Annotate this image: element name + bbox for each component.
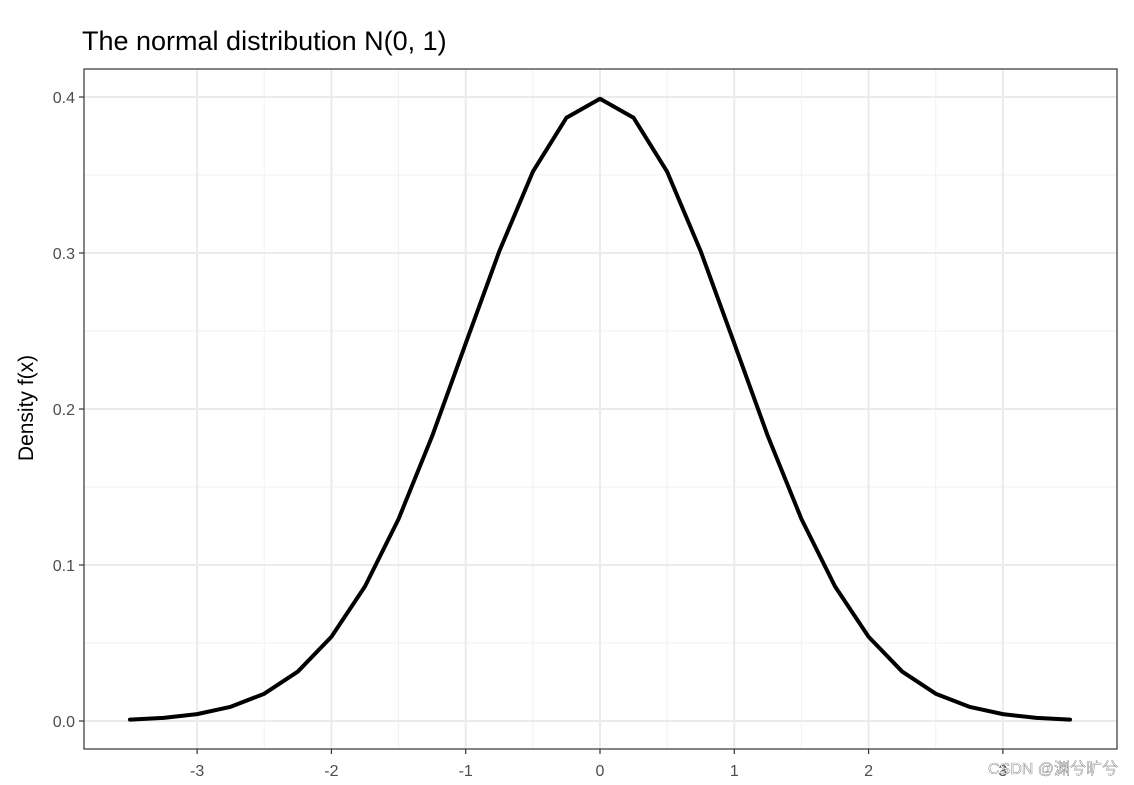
x-tick-label: -3	[190, 763, 204, 780]
y-tick-label: 0.2	[53, 402, 75, 419]
x-tick-label: -2	[324, 763, 338, 780]
y-axis: 0.0 0.1 0.2 0.3 0.4	[53, 90, 84, 731]
chart-title: The normal distribution N(0, 1)	[82, 26, 447, 56]
density-curve	[128, 96, 1072, 722]
x-tick-label: 3	[998, 763, 1007, 780]
y-tick-label: 0.3	[53, 246, 75, 263]
major-grid	[84, 69, 1117, 749]
x-tick-label: 2	[864, 763, 873, 780]
y-tick-label: 0.1	[53, 558, 75, 575]
y-tick-label: 0.4	[53, 90, 75, 107]
y-tick-label: 0.0	[53, 714, 75, 731]
y-axis-title: Density f(x)	[15, 355, 38, 461]
watermark: CSDN @渊兮旷兮	[988, 760, 1118, 778]
x-axis: -3 -2 -1 0 1 2 3	[190, 749, 1007, 780]
x-tick-label: 0	[596, 763, 605, 780]
x-tick-label: -1	[459, 763, 473, 780]
x-tick-label: 1	[730, 763, 739, 780]
